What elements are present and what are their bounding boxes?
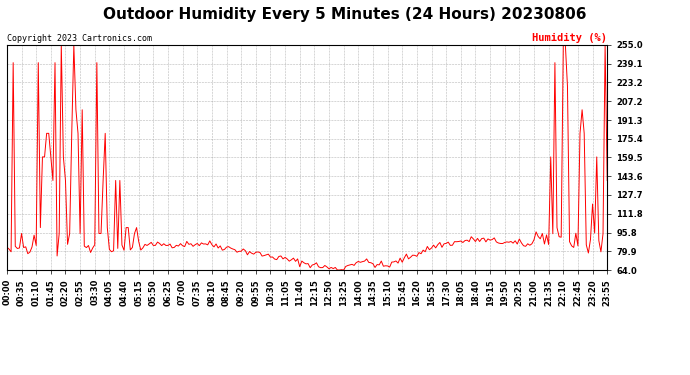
Text: Humidity (%): Humidity (%) <box>532 33 607 43</box>
Text: Outdoor Humidity Every 5 Minutes (24 Hours) 20230806: Outdoor Humidity Every 5 Minutes (24 Hou… <box>104 8 586 22</box>
Text: Copyright 2023 Cartronics.com: Copyright 2023 Cartronics.com <box>7 34 152 43</box>
